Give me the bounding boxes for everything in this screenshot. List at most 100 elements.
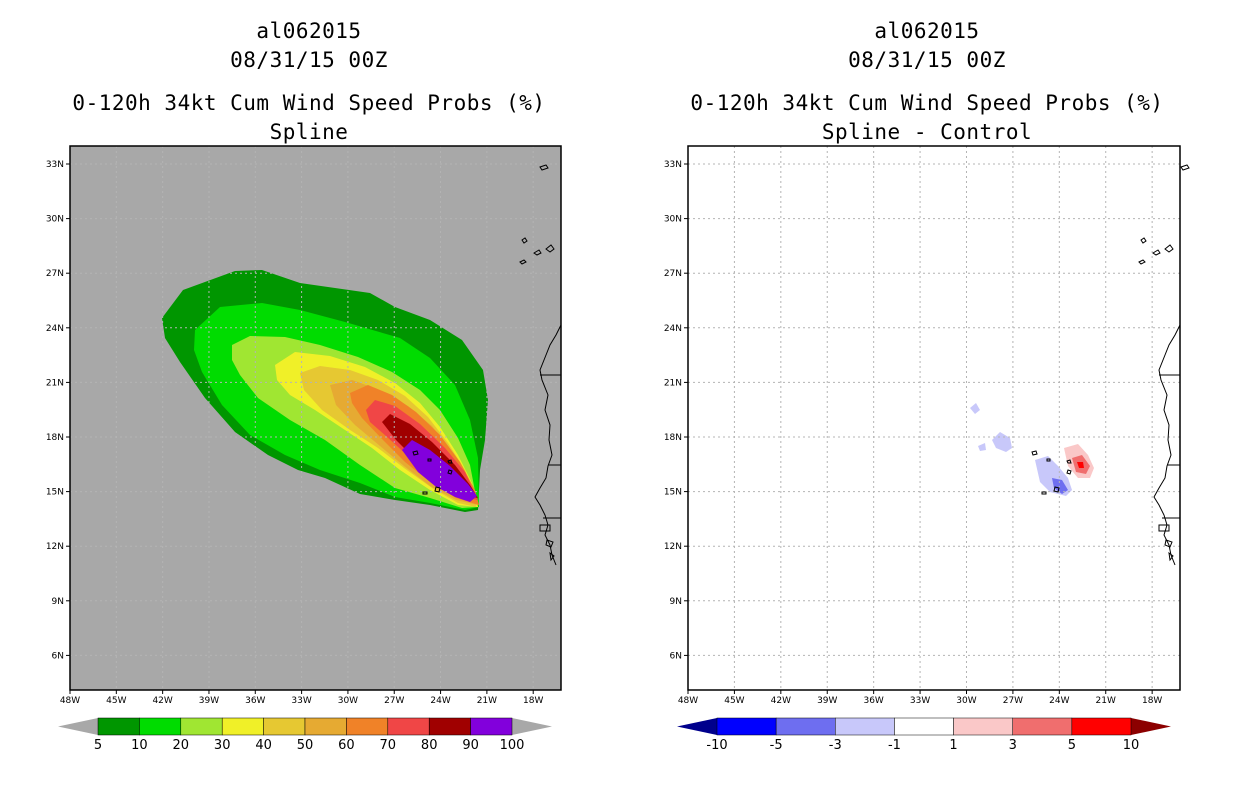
left-probability-field [162,270,488,512]
colorbar-label: 70 [380,738,397,753]
lon-label: 42W [771,696,791,706]
lat-label: 21N [664,378,682,388]
colorbar-label: 10 [1123,738,1140,753]
colorbar-swatch [1012,717,1073,736]
lat-label: 6N [670,651,682,661]
lat-label: 33N [664,160,682,170]
lat-label: 15N [46,488,64,498]
colorbar-arrow-low [58,718,98,735]
lat-label: 9N [670,597,682,607]
colorbar-label: 1 [949,738,957,753]
diff-negative-patch-3 [978,443,986,451]
colorbar-arrow-high [1131,718,1171,735]
colorbar-swatch [775,717,836,736]
colorbar-label: 20 [173,738,190,753]
right-subtitle: Spline - Control [821,120,1033,144]
lon-label: 24W [430,696,450,706]
colorbar-label: 3 [1009,738,1017,753]
right-africa-coast [1153,324,1181,566]
lon-label: 30W [338,696,358,706]
lon-label: 36W [245,696,265,706]
lon-label: 42W [152,696,172,706]
right-storm-id: al062015 [874,19,980,43]
lon-label: 21W [1096,696,1116,706]
lon-label: 45W [724,696,744,706]
lon-label: 45W [106,696,126,706]
right-lon-labels: 48W 45W 42W 39W 36W 33W 30W 27W 24W 21W 18W [678,690,1162,706]
right-map-frame [687,145,1181,691]
left-datetime: 08/31/15 00Z [230,48,388,72]
colorbar-label: -3 [829,738,842,753]
diff-negative-patch-2 [992,432,1012,452]
lon-label: 27W [384,696,404,706]
left-subtitle: Spline [269,120,349,144]
colorbar-label: 10 [131,738,148,753]
lon-label: 18W [1142,696,1162,706]
right-title: 0-120h 34kt Cum Wind Speed Probs (%) [690,91,1164,115]
colorbar-label: 90 [462,738,479,753]
colorbar-arrow-high [512,718,552,735]
colorbar-label: -1 [888,738,901,753]
colorbar-swatch [97,717,140,736]
left-coastlines [412,164,562,566]
colorbar-label: 40 [255,738,272,753]
left-cape-verde [412,450,453,495]
right-coastlines [1031,164,1190,566]
colorbar-label: 5 [1068,738,1076,753]
right-difference-field [970,403,1094,496]
lat-label: 18N [664,433,682,443]
colorbar-swatch [346,717,389,736]
right-datetime: 08/31/15 00Z [848,48,1006,72]
lat-label: 30N [46,215,64,225]
right-cape-verde [1031,450,1072,495]
lat-label: 6N [52,651,64,661]
colorbar-swatch [894,717,954,736]
lon-label: 39W [817,696,837,706]
right-guinea-coast [1158,517,1180,562]
colorbar-swatch [835,717,895,736]
left-lon-labels: 48W 45W 42W 39W 36W 33W 30W 27W 24W 21W 18W [60,690,543,706]
lon-label: 48W [678,696,698,706]
colorbar-arrow-low [677,718,717,735]
colorbar-label: 50 [297,738,314,753]
lat-label: 12N [664,542,682,552]
right-lat-labels: 33N 30N 27N 24N 21N 18N 15N 12N 9N 6N [664,160,688,661]
lat-label: 21N [46,378,64,388]
lon-label: 48W [60,696,80,706]
lat-label: 12N [46,542,64,552]
right-grid [688,146,1180,690]
colorbar-swatch [953,717,1013,736]
lat-label: 15N [664,488,682,498]
lon-label: 33W [910,696,930,706]
left-lat-labels: 33N 30N 27N 24N 21N 18N 15N 12N 9N 6N [46,160,70,661]
lon-label: 18W [523,696,543,706]
left-map-frame [69,145,562,691]
colorbar-swatch [470,717,513,736]
right-canary-islands [1138,164,1190,265]
colorbar-label: 5 [94,738,102,753]
colorbar-swatch [1071,717,1132,736]
lon-label: 39W [199,696,219,706]
colorbar-swatch [221,717,264,736]
left-title: 0-120h 34kt Cum Wind Speed Probs (%) [72,91,546,115]
lon-label: 36W [863,696,883,706]
lat-label: 24N [664,324,682,334]
lat-label: 24N [46,324,64,334]
colorbar-label: 60 [338,738,355,753]
left-colorbar: 5 10 20 30 40 50 60 70 80 90 100 [58,717,552,753]
lat-label: 9N [52,597,64,607]
left-grid [70,146,561,690]
colorbar-swatch [428,717,471,736]
left-border-line [540,374,561,466]
colorbar-label: -10 [706,738,727,753]
lon-label: 21W [477,696,497,706]
lon-label: 24W [1049,696,1069,706]
colorbar-swatch [387,717,430,736]
colorbar-swatch [716,717,777,736]
left-canary-islands [519,164,555,265]
lat-label: 33N [46,160,64,170]
colorbar-label: 30 [214,738,231,753]
lat-label: 30N [664,215,682,225]
colorbar-swatch [139,717,182,736]
